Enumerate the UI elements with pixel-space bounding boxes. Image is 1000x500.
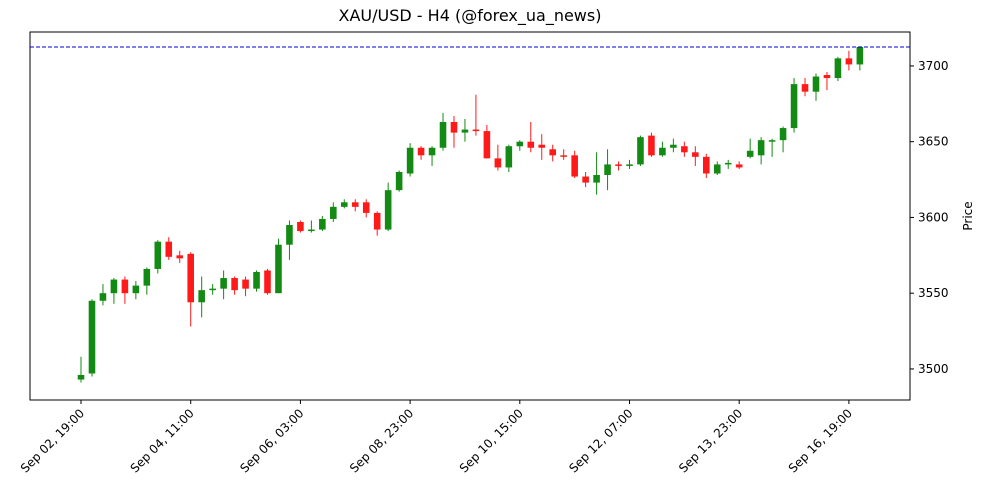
y-tick-label: 3650 (918, 135, 949, 149)
x-tick-label: Sep 06, 03:00 (237, 406, 306, 475)
y-tick-label: 3700 (918, 59, 949, 73)
candle-body (779, 128, 787, 141)
candle-body (560, 155, 567, 157)
x-tick-label: Sep 12, 07:00 (566, 406, 635, 475)
candle-body (746, 150, 754, 157)
candle-body (297, 221, 304, 232)
x-tick-label: Sep 13, 23:00 (676, 406, 745, 475)
candle-body (275, 244, 282, 294)
candle-body (571, 155, 578, 177)
candle-body (253, 271, 260, 289)
candle-body (735, 164, 743, 168)
y-tick-label: 3550 (918, 286, 949, 300)
candle-body (834, 58, 842, 79)
candle-body (692, 152, 699, 157)
x-tick-label: Sep 04, 11:00 (128, 406, 197, 475)
candle-body (648, 135, 655, 156)
candle-body (538, 144, 546, 148)
candle-body (757, 140, 765, 156)
y-tick-label: 3600 (918, 210, 949, 224)
candle-body (264, 270, 271, 294)
candle-body (121, 279, 129, 294)
candle-body (856, 46, 864, 65)
candle-body (417, 147, 425, 156)
candle-body (812, 76, 820, 92)
candle-body (724, 162, 732, 165)
candle-body (428, 147, 436, 156)
candle-body (77, 375, 85, 380)
candle-body (516, 141, 524, 147)
candle-body (637, 137, 644, 165)
candle-body (823, 75, 831, 79)
candle-body (461, 129, 469, 133)
candle-body (681, 146, 688, 153)
candle-body (483, 131, 491, 159)
candle-body (845, 58, 853, 65)
candle-body (527, 141, 535, 148)
x-tick-label: Sep 08, 23:00 (347, 406, 416, 475)
candle-body (143, 268, 151, 286)
candle-body (615, 164, 622, 166)
candle-body (384, 190, 392, 230)
candle-body (340, 202, 348, 207)
candle-body (362, 202, 370, 213)
x-tick-label: Sep 16, 19:00 (786, 406, 855, 475)
candle-body (286, 225, 293, 245)
candle-body (472, 129, 480, 132)
candle-body (801, 84, 809, 92)
candle-body (198, 290, 205, 303)
candle-body (88, 300, 96, 374)
candle-body (439, 121, 447, 148)
candle-body (582, 176, 589, 183)
y-axis-label: Price (961, 201, 975, 230)
candle-body (604, 164, 611, 176)
plot-frame (29, 31, 911, 401)
candle-body (768, 140, 776, 142)
candle-body (99, 293, 107, 301)
candle-body (176, 255, 184, 259)
x-tick-label: Sep 10, 15:00 (457, 406, 526, 475)
candle-body (209, 288, 216, 291)
candle-body (373, 212, 381, 230)
candle-body (351, 202, 359, 207)
candle-body (308, 229, 315, 232)
candle-body (154, 241, 162, 269)
candle-body (790, 84, 798, 129)
chart-title: XAU/USD - H4 (@forex_ua_news) (339, 6, 602, 26)
candle-body (220, 278, 227, 289)
candle-body (395, 171, 403, 191)
candle-body (713, 164, 721, 174)
candle-body (187, 253, 194, 303)
candle-body (494, 158, 502, 168)
candle-body (450, 121, 458, 133)
candle-body (593, 175, 600, 183)
candle-body (406, 147, 414, 174)
candle-body (670, 144, 677, 148)
candle-body (110, 279, 118, 294)
x-tick-label: Sep 02, 19:00 (18, 406, 87, 475)
candle-body (165, 241, 173, 257)
candle-body (549, 149, 557, 156)
candle-body (505, 146, 513, 168)
candle-body (659, 147, 666, 156)
candle-body (626, 164, 633, 166)
candle-body (319, 218, 326, 230)
y-tick-label: 3500 (918, 362, 949, 376)
candle-body (242, 279, 249, 289)
candle-body (330, 206, 337, 219)
candle-body (132, 285, 140, 294)
candle-body (702, 156, 710, 174)
candle-body (231, 278, 238, 291)
